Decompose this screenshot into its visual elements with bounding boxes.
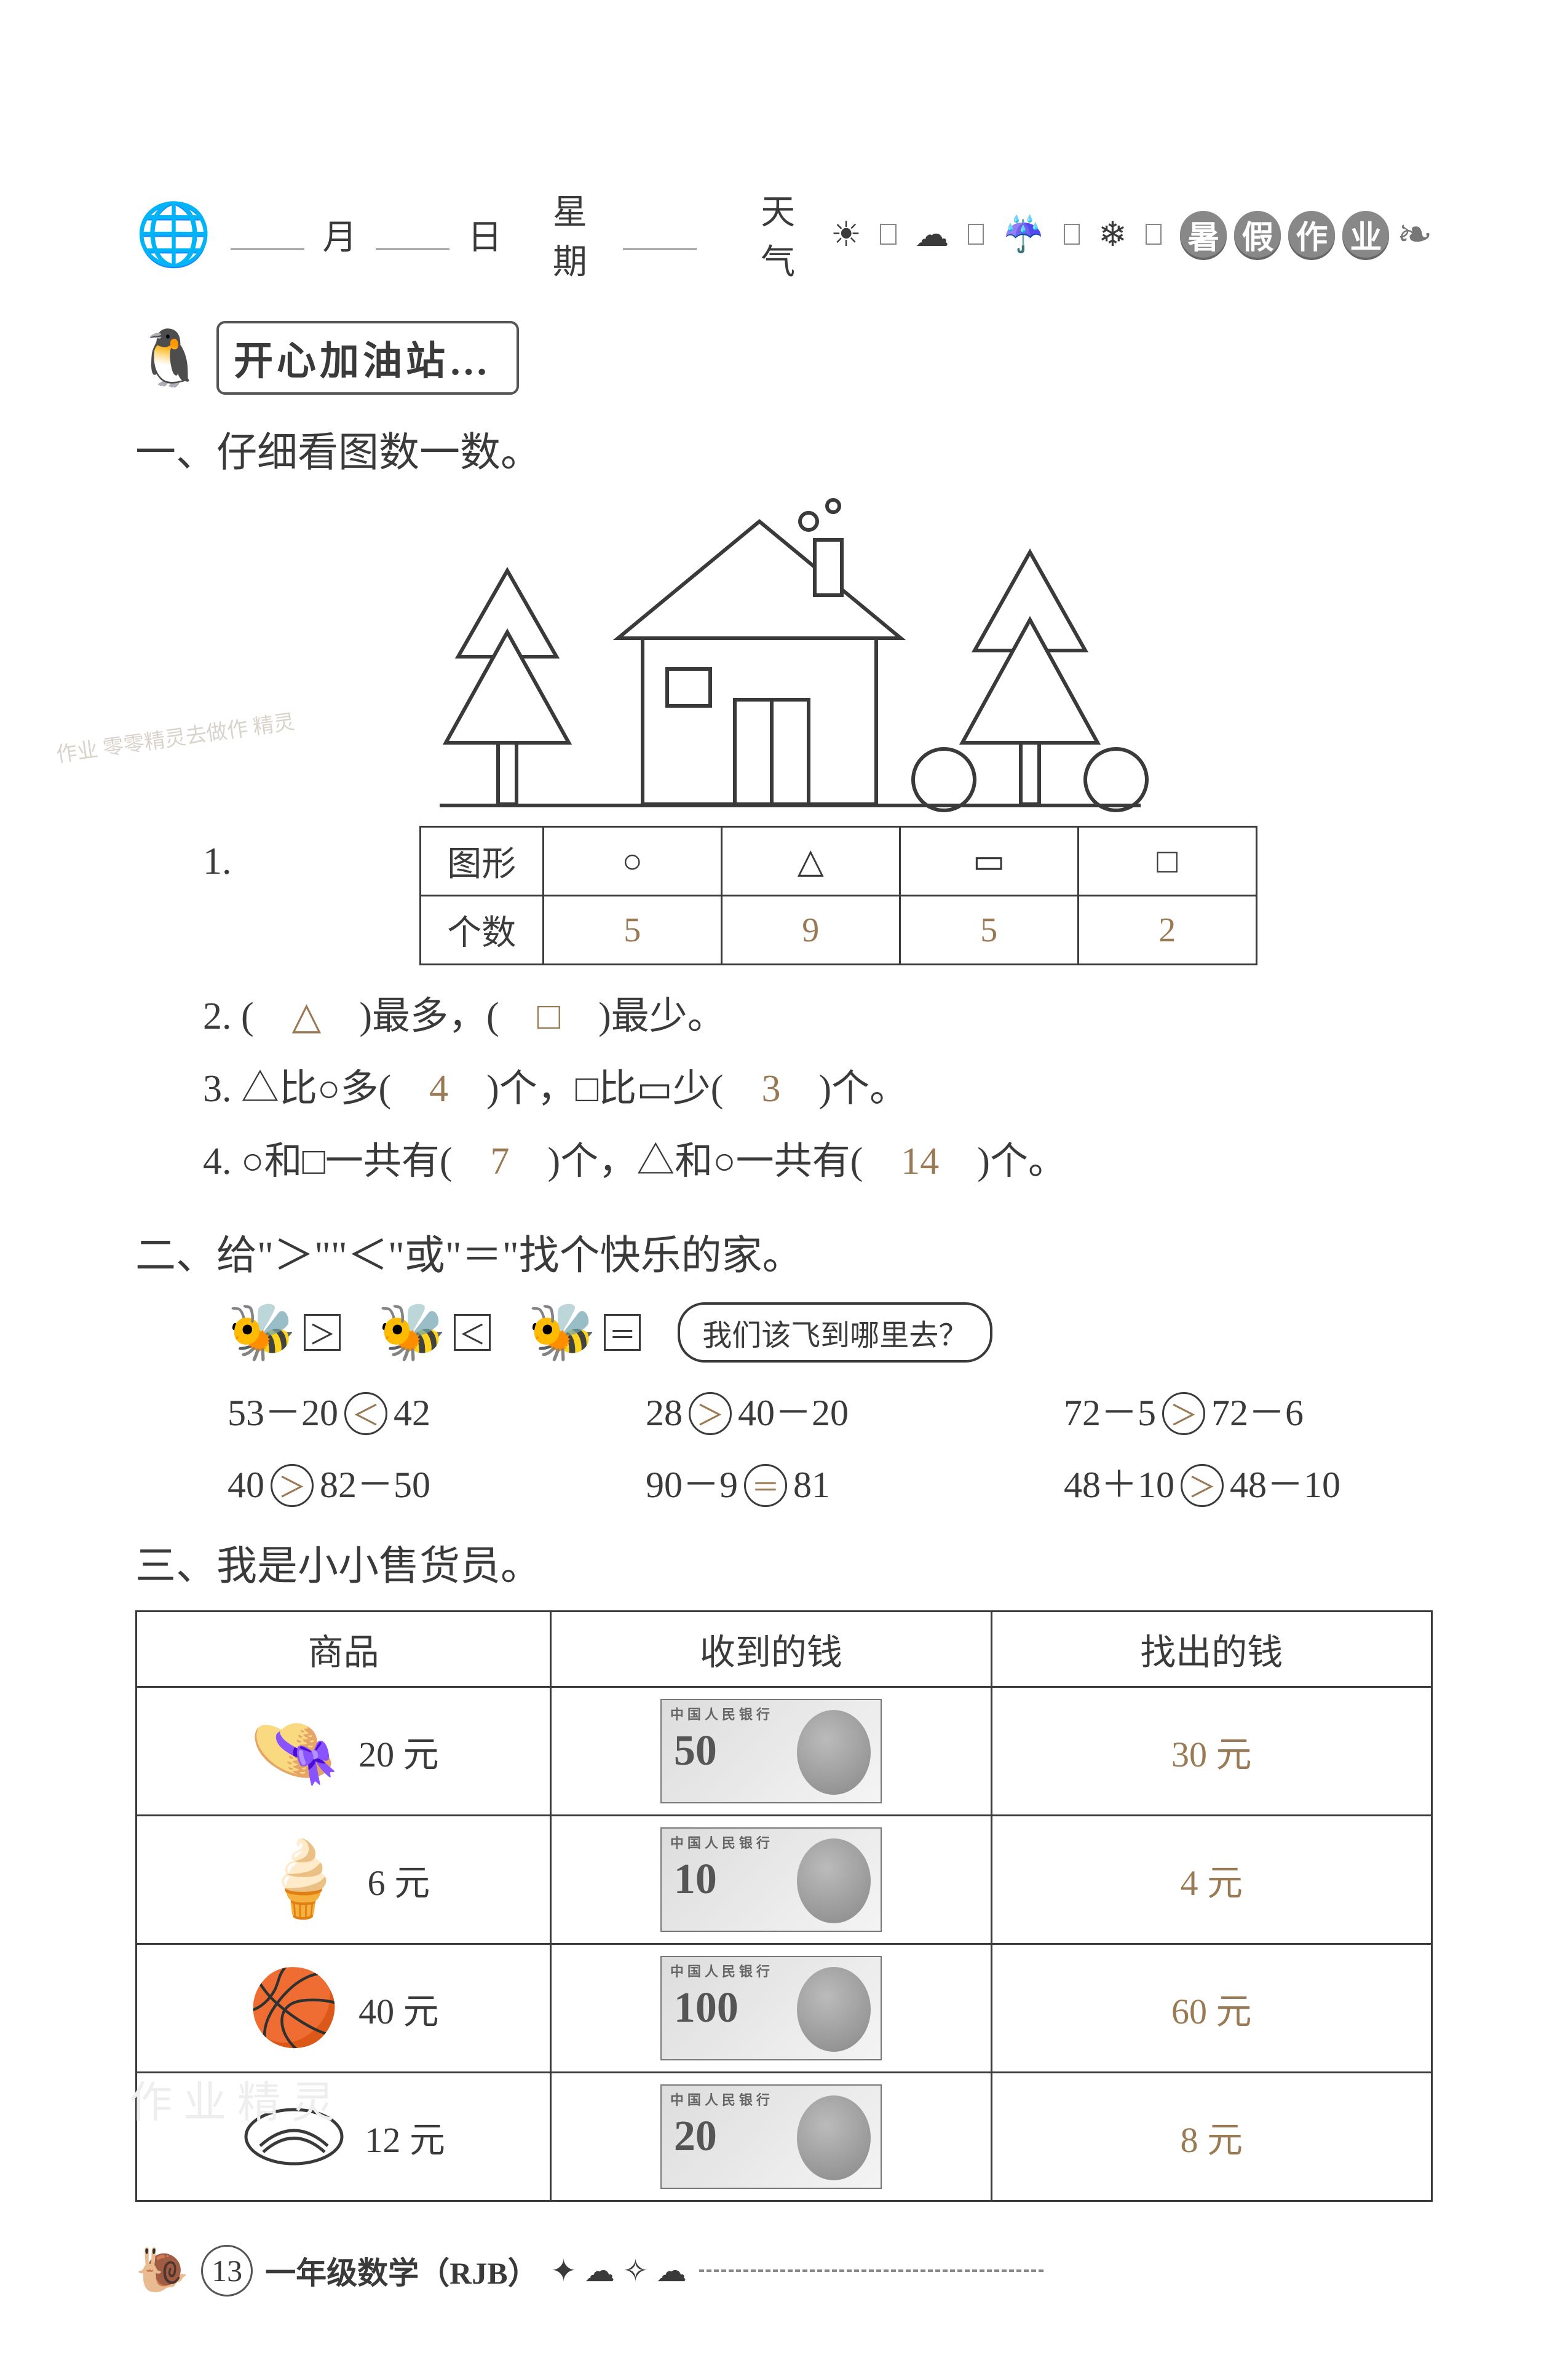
- banknote-50: 中国人民银行50: [660, 1699, 882, 1803]
- q2-eq-5: 48＋10＞48－10: [1064, 1455, 1433, 1508]
- q2-ans-0[interactable]: ＜: [344, 1392, 387, 1435]
- section-banner: 🐧 开心加油站…: [135, 321, 1433, 395]
- snail-icon: 🐌: [135, 2245, 189, 2296]
- banknote-20: 中国人民银行20: [660, 2084, 882, 2189]
- q1-table-wrap: 1. 图形 ○ △ ▭ □ 个数 5 9 5 2 2. ( △ ): [135, 826, 1433, 1198]
- q1-l3-a2[interactable]: 3: [761, 1068, 780, 1110]
- sparkle-icon: ✦ ☁ ✧ ☁: [551, 2253, 687, 2289]
- speech-bubble: 我们该飞到哪里去？: [678, 1302, 992, 1363]
- bee-eq: 🐝＝: [528, 1300, 641, 1364]
- weather-label: 天气: [761, 184, 812, 284]
- q1-line4: 4. ○和□一共有( 7 )个，△和○一共有( 14 )个。: [203, 1126, 1433, 1198]
- q1-title: 一、仔细看图数一数。: [135, 419, 1433, 478]
- q1-count-1[interactable]: 9: [721, 896, 900, 965]
- bee-icon: 🐝: [228, 1300, 296, 1364]
- weekday-label: 星期: [553, 184, 604, 284]
- month-label: 月: [323, 210, 357, 259]
- q1-count-0[interactable]: 5: [543, 896, 721, 965]
- weekday-blank[interactable]: [623, 219, 697, 250]
- q1-row1-label: 图形: [420, 827, 543, 896]
- bee-gt: 🐝＞: [228, 1300, 341, 1364]
- penguin-icon: 🐧: [135, 326, 204, 390]
- banknote-10: 中国人民银行10: [660, 1827, 882, 1932]
- workbook-title: 暑 假 作 业 ❧: [1180, 209, 1433, 260]
- q3-row-0: 👒20 元 中国人民银行50 30 元: [137, 1687, 1432, 1816]
- q3-change-2[interactable]: 60 元: [991, 1944, 1431, 2073]
- q1-count-2[interactable]: 5: [900, 896, 1078, 965]
- q2-ans-5[interactable]: ＞: [1181, 1464, 1224, 1507]
- q3-row-2: 🏀40 元 中国人民银行100 60 元: [137, 1944, 1432, 2073]
- q3-change-3[interactable]: 8 元: [991, 2073, 1431, 2201]
- q3-row-1: 🍦6 元 中国人民银行10 4 元: [137, 1816, 1432, 1944]
- sun-icon: ☀: [831, 215, 861, 255]
- q1-line2: 2. ( △ )最多，( □ )最少。: [203, 981, 1433, 1053]
- q3-title: 三、我是小小售货员。: [135, 1533, 1433, 1592]
- weather-check-1[interactable]: [880, 224, 896, 245]
- q2-eq-3: 40＞82－50: [228, 1455, 596, 1508]
- q1-line3: 3. △比○多( 4 )个，□比▭少( 3 )个。: [203, 1053, 1433, 1126]
- footer-text: 一年级数学（RJB）: [265, 2249, 538, 2293]
- cloud-icon: ☁: [915, 215, 949, 255]
- header-strip: 🌐 月 日 星期 天气 ☀ ☁ ☔ ❄ 暑 假 作 业 ❧: [135, 184, 1433, 284]
- q3-change-1[interactable]: 4 元: [991, 1816, 1431, 1944]
- icecream-icon: 🍦: [257, 1837, 349, 1923]
- q1-sub1-num: 1.: [203, 826, 232, 898]
- q2-bee-row: 🐝＞ 🐝＜ 🐝＝ 我们该飞到哪里去？: [228, 1300, 1433, 1364]
- q2-ans-3[interactable]: ＞: [271, 1464, 314, 1507]
- watermark: 作业精灵: [129, 2068, 346, 2130]
- hat-icon: 👒: [248, 1708, 340, 1794]
- page-footer: 🐌 13 一年级数学（RJB） ✦ ☁ ✧ ☁: [135, 2245, 1433, 2297]
- leaf-icon: ❧: [1396, 209, 1433, 260]
- q1-figure: [135, 497, 1433, 820]
- bee-icon: 🐝: [378, 1300, 446, 1364]
- q1-l4-a1[interactable]: 7: [491, 1141, 510, 1182]
- rain-icon: ☔: [1002, 214, 1045, 255]
- q2-eq-1: 28＞40－20: [646, 1383, 1015, 1436]
- q2-eq-4: 90－9＝81: [646, 1455, 1015, 1508]
- q2-ans-1[interactable]: ＞: [689, 1392, 732, 1435]
- banknote-100: 中国人民银行100: [660, 1956, 882, 2060]
- month-blank[interactable]: [231, 219, 304, 250]
- page-number: 13: [201, 2245, 253, 2297]
- q2-eq-0: 53－20＜42: [228, 1383, 596, 1436]
- q1-l2-a2[interactable]: □: [537, 995, 560, 1037]
- weather-check-2[interactable]: [968, 224, 984, 245]
- ball-icon: 🏀: [248, 1965, 340, 2051]
- q1-l2-a1[interactable]: △: [292, 995, 322, 1037]
- day-label: 日: [468, 210, 502, 259]
- q1-shape-table: 图形 ○ △ ▭ □ 个数 5 9 5 2: [419, 826, 1257, 965]
- q2-grid: 53－20＜42 28＞40－20 72－5＞72－6 40＞82－50 90－…: [135, 1383, 1433, 1508]
- bee-icon: 🐝: [528, 1300, 596, 1364]
- bee-lt: 🐝＜: [378, 1300, 491, 1364]
- footer-dashline: [699, 2269, 1043, 2272]
- q1-l3-a1[interactable]: 4: [429, 1068, 448, 1110]
- snow-icon: ❄: [1098, 215, 1127, 255]
- banner-text: 开心加油站…: [216, 321, 519, 395]
- weather-check-4[interactable]: [1146, 224, 1162, 245]
- q3-change-0[interactable]: 30 元: [991, 1687, 1431, 1816]
- day-blank[interactable]: [376, 219, 449, 250]
- q1-row2-label: 个数: [420, 896, 543, 965]
- weather-check-3[interactable]: [1064, 224, 1080, 245]
- globe-icon: 🌐: [135, 199, 212, 271]
- q2-ans-4[interactable]: ＝: [744, 1464, 787, 1507]
- q1-count-3[interactable]: 2: [1078, 896, 1256, 965]
- q2-title: 二、给"＞""＜"或"＝"找个快乐的家。: [135, 1222, 1433, 1281]
- q2-ans-2[interactable]: ＞: [1162, 1392, 1205, 1435]
- q2-eq-2: 72－5＞72－6: [1064, 1383, 1433, 1436]
- q1-l4-a2[interactable]: 14: [901, 1141, 939, 1182]
